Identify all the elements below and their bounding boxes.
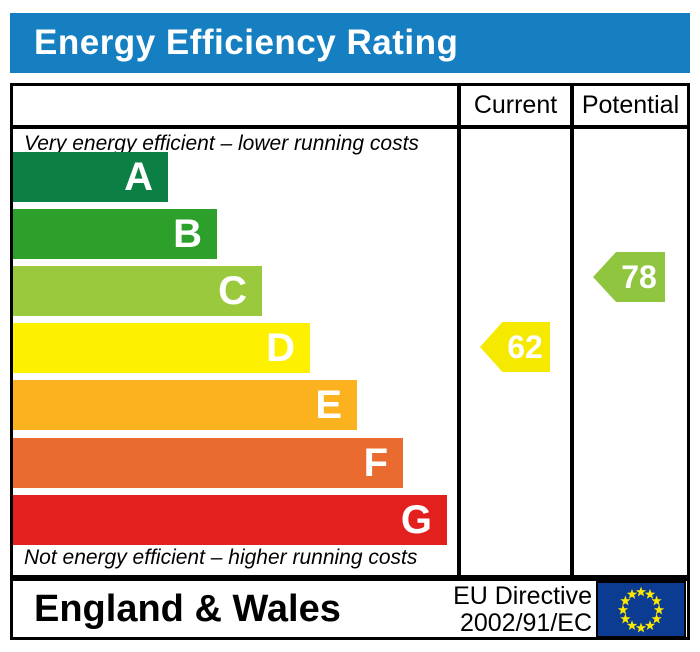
current-column-divider [457, 83, 461, 578]
footer-frame [10, 578, 690, 640]
potential-column-header: Potential [581, 90, 680, 119]
band-g-bar: G [13, 495, 447, 545]
eu-directive-label: EU Directive 2002/91/EC [430, 583, 592, 637]
eu-directive-line2: 2002/91/EC [459, 609, 592, 637]
band-d-bar: D [13, 323, 310, 373]
potential-rating-value: 78 [621, 258, 657, 295]
band-d-letter: D [266, 325, 295, 370]
band-a-bar: A [13, 152, 168, 202]
eu-flag-stars [617, 586, 665, 633]
current-rating-value: 62 [507, 328, 543, 365]
band-b-letter: B [173, 211, 202, 256]
band-g-letter: G [400, 497, 432, 542]
header-row-divider [10, 125, 690, 129]
title-banner: Energy Efficiency Rating [10, 13, 690, 73]
band-f-letter: F [363, 440, 388, 485]
current-column-header: Current [473, 90, 558, 119]
band-c-bar: C [13, 266, 262, 316]
page-title: Energy Efficiency Rating [34, 23, 459, 62]
band-c-letter: C [218, 268, 247, 313]
footer-region-label: England & Wales [34, 587, 341, 630]
band-b-bar: B [13, 209, 217, 259]
band-e-bar: E [13, 380, 357, 430]
bottom-caption: Not energy efficient – higher running co… [24, 546, 418, 569]
top-caption: Very energy efficient – lower running co… [24, 132, 419, 155]
band-e-letter: E [315, 382, 342, 427]
band-f-bar: F [13, 438, 403, 488]
eu-flag-icon [596, 581, 686, 638]
eu-directive-line1: EU Directive [453, 582, 592, 610]
potential-column-divider [570, 83, 574, 578]
band-a-letter: A [124, 154, 153, 199]
